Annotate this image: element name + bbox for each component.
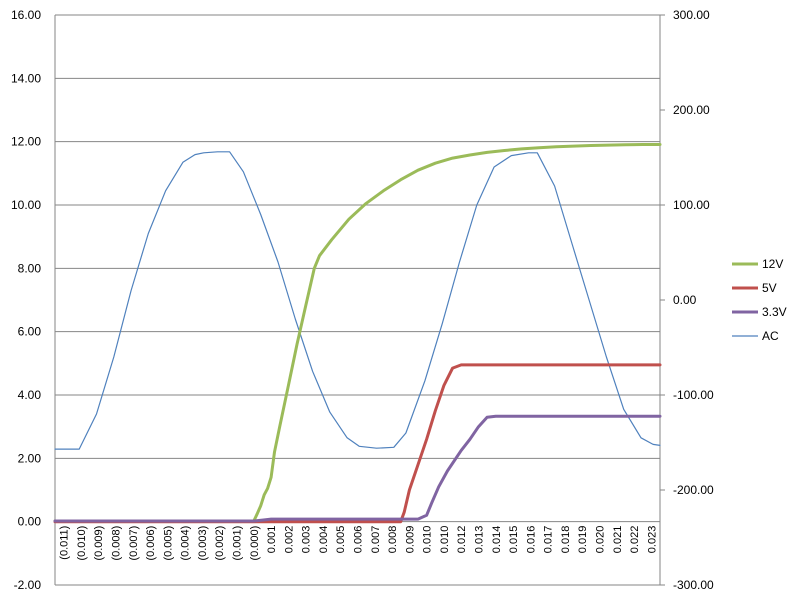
x-tick-label: (0.005) [162,526,174,561]
x-tick-label: 0.014 [491,526,503,554]
x-tick-label: (0.003) [197,526,209,561]
x-tick-label: (0.006) [145,526,157,561]
x-tick-label: 0.003 [301,526,313,554]
x-tick-label: (0.011) [59,526,71,560]
x-tick-label: (0.001) [232,526,244,561]
legend: 12V 5V 3.3V AC [732,257,787,343]
x-tick-label: 0.019 [577,526,589,554]
x-tick-label: (0.008) [111,526,123,561]
x-tick-label: (0.010) [76,526,88,561]
x-tick-label: 0.012 [456,526,468,554]
x-tick-label: 0.004 [318,526,330,554]
y-left-tick-label: 10.00 [11,198,41,212]
series-line-3-3v [53,414,662,523]
y-left-tick-label: 8.00 [18,261,42,275]
x-tick-label: 0.022 [629,526,641,554]
x-tick-label: 0.009 [404,526,416,554]
y-left-tick-label: 12.00 [11,135,41,149]
x-tick-label: (0.004) [180,526,192,561]
x-tick-label: 0.002 [283,526,295,554]
x-tick-label: 0.007 [370,526,382,554]
x-tick-label: (0.009) [93,526,105,561]
x-tick-label: 0.017 [543,526,555,554]
y-right-tick-label: -200.00 [673,483,714,497]
y-right-tick-label: -300.00 [673,578,714,592]
series-line-12v [53,143,662,523]
x-tick-label: 0.018 [560,526,572,554]
legend-label: AC [762,329,779,343]
x-tick-label: 0.016 [525,526,537,554]
y-right-tick-label: 100.00 [673,198,710,212]
series-line-5v [53,363,662,524]
y-right-tick-label: 200.00 [673,103,710,117]
legend-label: 5V [762,281,777,295]
x-tick-label: 0.013 [474,526,486,554]
x-axis: (0.011) (0.010) (0.009) (0.008) (0.007) (0.00… [59,526,659,561]
x-tick-label: 0.020 [595,526,607,554]
x-tick-label: 0.023 [646,526,658,554]
y-left-tick-label: 2.00 [18,451,42,465]
x-tick-label: 0.008 [387,526,399,554]
y-right-tick-label: -100.00 [673,388,714,402]
x-tick-label: (0.002) [214,526,226,561]
series-line-ac [54,151,661,450]
legend-label: 3.3V [762,305,787,319]
y-left-tick-label: -2.00 [14,578,42,592]
y-left-tick-label: 4.00 [18,388,42,402]
y-axis-left: -2.00 0.00 2.00 4.00 6.00 8.00 10.00 12.00 14.00… [11,8,41,592]
y-left-tick-label: 16.00 [11,8,41,22]
y-left-tick-label: 6.00 [18,325,42,339]
x-tick-label: 0.015 [508,526,520,554]
y-left-tick-label: 14.00 [11,71,41,85]
x-tick-label: 0.010 [439,526,451,554]
series-lines [53,143,662,524]
x-tick-label: 0.021 [612,526,624,554]
y-left-tick-label: 0.00 [18,515,42,529]
x-tick-label: 0.006 [353,526,365,554]
y-axis-right: -300.00 -200.00 -100.00 0.00 100.00 200.00 300… [660,8,714,592]
legend-label: 12V [762,257,783,271]
y-right-tick-label: 0.00 [673,293,697,307]
x-tick-label: (0.007) [128,526,140,561]
x-tick-label: 0.001 [266,526,278,554]
y-right-tick-label: 300.00 [673,8,710,22]
x-tick-label: 0.005 [335,526,347,554]
x-tick-label: (0.000) [249,526,261,561]
x-tick-label: 0.010 [422,526,434,554]
